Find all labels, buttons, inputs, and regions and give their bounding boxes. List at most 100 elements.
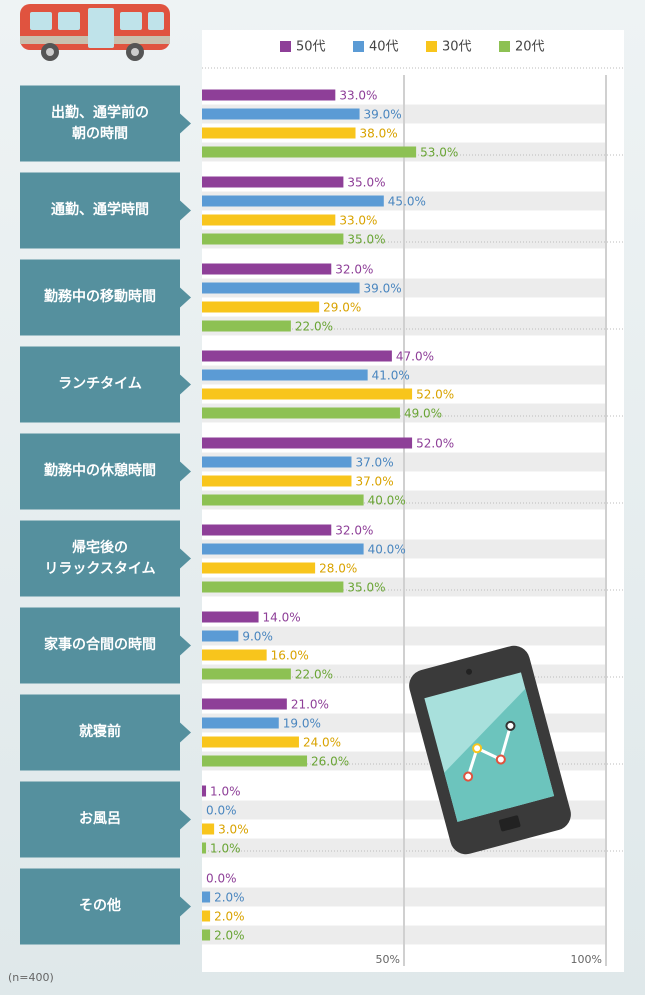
category-label: 家事の合間の時間 bbox=[44, 637, 156, 653]
bar bbox=[202, 263, 332, 275]
category-box bbox=[20, 172, 180, 249]
bar bbox=[202, 842, 207, 854]
value-label: 52.0% bbox=[416, 388, 454, 402]
value-label: 35.0% bbox=[347, 233, 385, 247]
bar bbox=[202, 668, 291, 680]
bar bbox=[202, 233, 344, 245]
value-label: 38.0% bbox=[360, 127, 398, 141]
bar bbox=[202, 350, 392, 362]
bar bbox=[202, 891, 211, 903]
value-label: 37.0% bbox=[355, 456, 393, 470]
value-label: 45.0% bbox=[388, 195, 426, 209]
category-arrow bbox=[180, 722, 191, 743]
legend-swatch bbox=[499, 41, 510, 52]
value-label: 14.0% bbox=[263, 611, 301, 625]
legend-label: 40代 bbox=[369, 40, 399, 55]
category-label: 勤務中の休憩時間 bbox=[44, 463, 156, 479]
category-label: 就寝前 bbox=[79, 724, 121, 740]
bar bbox=[202, 369, 368, 381]
category-box bbox=[20, 694, 180, 771]
bar bbox=[202, 910, 211, 922]
category-box bbox=[20, 85, 180, 162]
value-label: 32.0% bbox=[335, 524, 373, 538]
value-label: 28.0% bbox=[319, 562, 357, 576]
value-label: 39.0% bbox=[364, 282, 402, 296]
bar bbox=[202, 282, 360, 294]
legend-swatch bbox=[280, 41, 291, 52]
category-label: お風呂 bbox=[79, 811, 121, 827]
bar bbox=[202, 581, 344, 593]
value-label: 29.0% bbox=[323, 301, 361, 315]
value-label: 33.0% bbox=[339, 214, 377, 228]
category-arrow bbox=[180, 896, 191, 917]
value-label: 37.0% bbox=[355, 475, 393, 489]
bar bbox=[202, 736, 299, 748]
bars: 33.0%39.0%38.0%53.0%35.0%45.0%33.0%35.0%… bbox=[202, 89, 458, 943]
value-label: 41.0% bbox=[372, 369, 410, 383]
bar bbox=[202, 176, 344, 188]
category-arrow bbox=[180, 374, 191, 395]
x-tick-label: 100% bbox=[571, 953, 602, 966]
category-box bbox=[20, 868, 180, 945]
category-box bbox=[20, 520, 180, 597]
bar bbox=[202, 494, 364, 506]
category-label: その他 bbox=[79, 898, 121, 914]
value-label: 32.0% bbox=[335, 263, 373, 277]
bar bbox=[202, 437, 413, 449]
bar bbox=[202, 929, 211, 941]
bar bbox=[202, 717, 279, 729]
category-label: 出勤、通学前の 朝の時間 bbox=[51, 104, 149, 142]
bar bbox=[202, 301, 320, 313]
category-arrow bbox=[180, 461, 191, 482]
value-label: 1.0% bbox=[210, 785, 241, 799]
value-label: 2.0% bbox=[214, 910, 245, 924]
bar bbox=[202, 89, 336, 101]
value-label: 0.0% bbox=[206, 804, 237, 818]
value-label: 2.0% bbox=[214, 891, 245, 905]
category-label: ランチタイム bbox=[58, 376, 142, 392]
value-label: 2.0% bbox=[214, 929, 245, 943]
legend-swatch bbox=[426, 41, 437, 52]
bar bbox=[202, 543, 364, 555]
bar bbox=[202, 524, 332, 536]
value-label: 40.0% bbox=[368, 543, 406, 557]
category-box bbox=[20, 346, 180, 423]
value-label: 9.0% bbox=[242, 630, 272, 644]
category-arrow bbox=[180, 635, 191, 656]
bus-icon bbox=[20, 4, 170, 61]
value-label: 21.0% bbox=[291, 698, 329, 712]
bar bbox=[202, 755, 308, 767]
category-box bbox=[20, 433, 180, 510]
category-arrow bbox=[180, 287, 191, 308]
category-box bbox=[20, 607, 180, 684]
value-label: 1.0% bbox=[210, 842, 241, 856]
value-label: 40.0% bbox=[368, 494, 406, 508]
note: (n=400) bbox=[8, 971, 54, 984]
bar bbox=[202, 630, 239, 642]
value-label: 35.0% bbox=[347, 176, 385, 190]
legend-label: 20代 bbox=[515, 40, 545, 55]
value-label: 47.0% bbox=[396, 350, 434, 364]
value-label: 53.0% bbox=[420, 146, 458, 160]
legend-label: 30代 bbox=[442, 40, 472, 55]
value-label: 16.0% bbox=[271, 649, 309, 663]
value-label: 19.0% bbox=[283, 717, 321, 731]
phone-illustration bbox=[409, 645, 571, 855]
bar bbox=[202, 456, 352, 468]
category-arrow bbox=[180, 809, 191, 830]
value-label: 22.0% bbox=[295, 320, 333, 334]
value-label: 35.0% bbox=[347, 581, 385, 595]
bar bbox=[202, 611, 259, 623]
value-label: 49.0% bbox=[404, 407, 442, 421]
value-label: 26.0% bbox=[311, 755, 349, 769]
bar bbox=[202, 108, 360, 120]
bar bbox=[202, 320, 291, 332]
value-label: 22.0% bbox=[295, 668, 333, 682]
x-tick-label: 50% bbox=[376, 953, 400, 966]
legend-label: 50代 bbox=[296, 40, 326, 55]
value-label: 3.0% bbox=[218, 823, 249, 837]
value-label: 33.0% bbox=[339, 89, 377, 103]
legend-swatch bbox=[353, 41, 364, 52]
